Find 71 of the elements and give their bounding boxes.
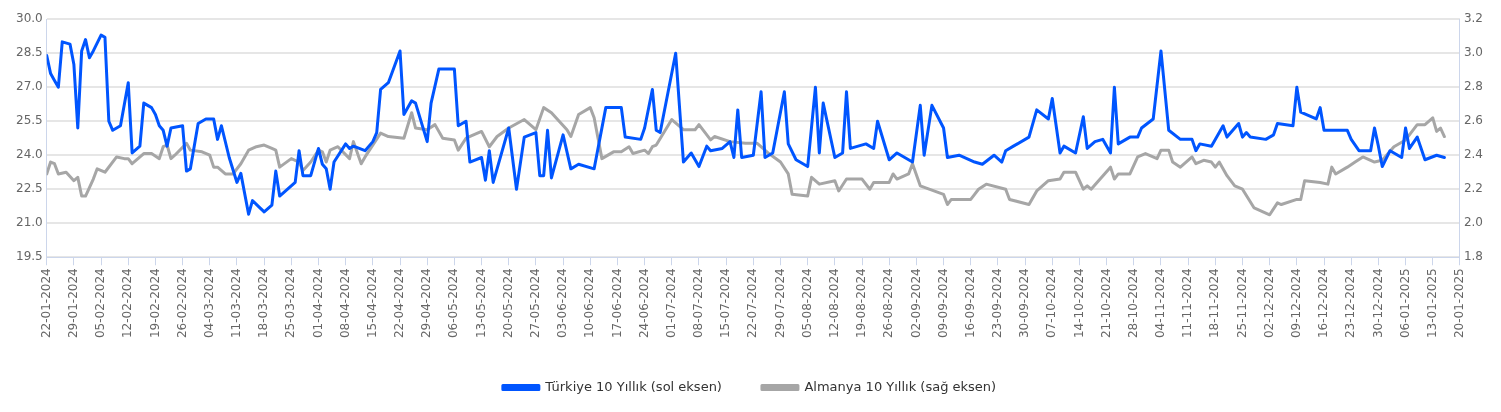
y-tick-label: 27.0	[16, 79, 43, 94]
x-tick-label: 26-08-2024	[881, 268, 896, 339]
x-tick-label: 13-01-2025	[1424, 268, 1439, 339]
x-tick-label: 29-01-2024	[66, 268, 81, 339]
x-tick-label: 18-03-2024	[256, 268, 271, 339]
y-tick-label: 25.5	[16, 113, 43, 128]
x-tick-label: 09-12-2024	[1288, 268, 1303, 339]
x-tick-label: 06-01-2025	[1397, 268, 1412, 339]
x-tick-label: 16-12-2024	[1316, 268, 1331, 339]
x-tick-label: 22-04-2024	[392, 268, 407, 339]
y2-tick-label: 2.2	[1463, 181, 1484, 196]
x-tick-label: 15-07-2024	[718, 268, 733, 339]
x-tick-label: 30-09-2024	[1017, 268, 1032, 339]
x-tick-label: 19-08-2024	[854, 268, 869, 339]
x-tick-label: 24-06-2024	[636, 268, 651, 339]
x-tick-label: 22-07-2024	[745, 268, 760, 339]
x-tick-label: 08-07-2024	[691, 268, 706, 339]
x-tick-label: 17-06-2024	[609, 268, 624, 339]
x-tick-label: 26-02-2024	[174, 268, 189, 339]
y2-tick-label: 2.4	[1463, 147, 1484, 162]
legend-label: Almanya 10 Yıllık (sağ eksen)	[804, 378, 997, 394]
y-tick-label: 30.0	[16, 11, 43, 26]
legend-label: Türkiye 10 Yıllık (sol eksen)	[544, 378, 722, 394]
x-tick-label: 10-06-2024	[582, 268, 597, 339]
x-tick-label: 25-11-2024	[1234, 268, 1249, 339]
x-tick-label: 21-10-2024	[1098, 268, 1113, 339]
x-tick-label: 12-02-2024	[120, 268, 135, 339]
x-tick-label: 25-03-2024	[283, 268, 298, 339]
x-tick-label: 22-01-2024	[38, 268, 53, 339]
x-tick-label: 05-08-2024	[799, 268, 814, 339]
y2-tick-label: 2.0	[1463, 215, 1484, 230]
x-tick-label: 19-02-2024	[147, 268, 162, 339]
x-tick-label: 29-07-2024	[772, 268, 787, 339]
y-tick-label: 22.5	[16, 181, 43, 196]
x-tick-label: 18-11-2024	[1207, 268, 1222, 339]
x-tick-label: 07-10-2024	[1044, 268, 1059, 339]
y2-tick-label: 2.8	[1463, 79, 1484, 94]
x-tick-label: 04-03-2024	[201, 268, 216, 339]
x-tick-label: 20-05-2024	[500, 268, 515, 339]
y-tick-label: 28.5	[16, 45, 43, 60]
x-tick-label: 29-04-2024	[419, 268, 434, 339]
x-tick-label: 11-03-2024	[229, 268, 244, 339]
x-tick-label: 28-10-2024	[1125, 268, 1140, 339]
x-tick-label: 14-10-2024	[1071, 268, 1086, 339]
x-tick-label: 02-12-2024	[1261, 268, 1276, 339]
y2-tick-label: 3.2	[1463, 11, 1484, 26]
x-tick-label: 20-01-2025	[1452, 268, 1467, 339]
x-tick-label: 04-11-2024	[1153, 268, 1168, 339]
x-tick-label: 01-07-2024	[663, 268, 678, 339]
x-tick-label: 05-02-2024	[93, 268, 108, 339]
x-tick-label: 16-09-2024	[962, 268, 977, 339]
x-tick-label: 27-05-2024	[528, 268, 543, 339]
x-tick-label: 23-09-2024	[990, 268, 1005, 339]
x-tick-label: 02-09-2024	[908, 268, 923, 339]
y2-tick-label: 2.6	[1463, 113, 1484, 128]
x-tick-label: 11-11-2024	[1180, 268, 1195, 339]
y2-tick-label: 1.8	[1463, 249, 1484, 264]
x-tick-label: 03-06-2024	[555, 268, 570, 339]
x-tick-label: 12-08-2024	[826, 268, 841, 339]
x-tick-label: 13-05-2024	[473, 268, 488, 339]
x-tick-label: 06-05-2024	[446, 268, 461, 339]
y-tick-label: 19.5	[16, 249, 43, 264]
y-tick-label: 24.0	[16, 147, 43, 162]
y-tick-label: 21.0	[16, 215, 43, 230]
x-tick-label: 08-04-2024	[337, 268, 352, 339]
y2-tick-label: 3.0	[1463, 45, 1484, 60]
x-tick-label: 15-04-2024	[364, 268, 379, 339]
x-tick-label: 01-04-2024	[310, 268, 325, 339]
x-tick-label: 23-12-2024	[1343, 268, 1358, 339]
x-tick-label: 30-12-2024	[1370, 268, 1385, 339]
x-tick-label: 09-09-2024	[935, 268, 950, 339]
